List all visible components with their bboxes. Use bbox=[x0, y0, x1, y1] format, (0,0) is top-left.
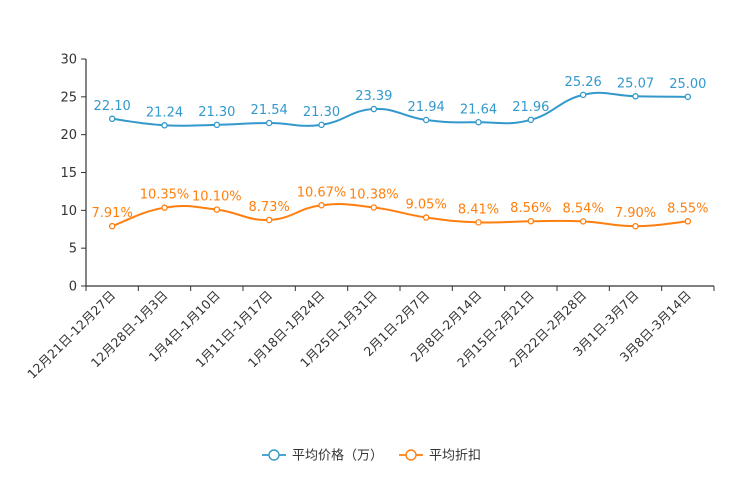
y-tick-label: 10 bbox=[60, 204, 77, 219]
legend[interactable]: 平均价格（万） 平均折扣 bbox=[262, 448, 481, 464]
data-point[interactable] bbox=[318, 202, 325, 209]
data-point[interactable] bbox=[265, 119, 273, 127]
legend-marker-icon bbox=[268, 449, 280, 461]
legend-item-2[interactable]: 平均折扣 bbox=[399, 449, 481, 464]
data-label: 8.73% bbox=[249, 200, 290, 215]
data-label: 10.38% bbox=[349, 187, 399, 202]
series-lines bbox=[111, 91, 688, 228]
data-label: 21.54 bbox=[251, 103, 288, 118]
data-label: 21.64 bbox=[460, 102, 497, 117]
x-tick-label: 12月21日-12月27日 bbox=[24, 288, 118, 382]
data-label: 8.41% bbox=[458, 202, 499, 217]
y-tick-label: 30 bbox=[60, 53, 77, 68]
data-label: 9.05% bbox=[406, 198, 447, 213]
data-point[interactable] bbox=[370, 105, 378, 113]
y-tick-label: 15 bbox=[60, 166, 77, 181]
data-label: 21.30 bbox=[303, 105, 340, 120]
series-points bbox=[108, 91, 692, 230]
data-label: 21.24 bbox=[146, 105, 183, 120]
data-label: 7.91% bbox=[92, 206, 133, 221]
data-point[interactable] bbox=[161, 122, 168, 129]
data-point[interactable] bbox=[422, 116, 430, 124]
data-point[interactable] bbox=[527, 217, 535, 225]
data-label: 10.35% bbox=[140, 188, 190, 203]
y-tick-label: 25 bbox=[60, 90, 77, 105]
series-line-2 bbox=[111, 203, 688, 228]
legend-label: 平均折扣 bbox=[429, 449, 481, 464]
legend-label: 平均价格（万） bbox=[292, 448, 383, 464]
data-point[interactable] bbox=[579, 91, 587, 99]
data-point[interactable] bbox=[213, 121, 221, 129]
series-line-1 bbox=[112, 91, 688, 127]
data-point[interactable] bbox=[527, 116, 535, 124]
data-label: 21.94 bbox=[408, 100, 445, 115]
y-tick-label: 20 bbox=[60, 128, 77, 143]
data-labels: 22.10 21.24 21.30 21.54 21.30 23.39 21.94 21.64… bbox=[92, 75, 709, 221]
data-point[interactable] bbox=[422, 214, 430, 221]
data-label: 21.30 bbox=[198, 105, 235, 120]
data-label: 25.00 bbox=[669, 77, 706, 92]
data-point[interactable] bbox=[108, 222, 116, 230]
data-point[interactable] bbox=[632, 222, 639, 230]
data-point[interactable] bbox=[632, 93, 639, 100]
data-point[interactable] bbox=[108, 115, 116, 123]
data-label: 23.39 bbox=[355, 89, 392, 104]
data-point[interactable] bbox=[475, 219, 482, 226]
data-label: 10.67% bbox=[297, 185, 347, 200]
data-point[interactable] bbox=[475, 119, 482, 126]
data-label: 8.55% bbox=[667, 201, 708, 216]
data-label: 7.90% bbox=[615, 206, 656, 221]
y-tick-label: 5 bbox=[69, 242, 77, 257]
data-point[interactable] bbox=[684, 218, 692, 225]
data-point[interactable] bbox=[370, 204, 378, 211]
data-point[interactable] bbox=[213, 206, 221, 213]
data-label: 10.10% bbox=[192, 190, 242, 205]
data-point[interactable] bbox=[579, 218, 587, 225]
data-point[interactable] bbox=[265, 216, 273, 224]
data-label: 8.54% bbox=[563, 201, 604, 216]
legend-marker-icon bbox=[405, 449, 417, 461]
data-label: 22.10 bbox=[94, 99, 131, 114]
data-label: 25.26 bbox=[565, 75, 602, 90]
data-point[interactable] bbox=[684, 93, 692, 101]
y-tick-label: 0 bbox=[69, 280, 77, 295]
data-point[interactable] bbox=[318, 121, 325, 129]
data-label: 25.07 bbox=[617, 76, 654, 91]
data-label: 21.96 bbox=[512, 100, 549, 115]
data-label: 8.56% bbox=[510, 201, 551, 216]
data-point[interactable] bbox=[161, 204, 168, 211]
legend-item-1[interactable]: 平均价格（万） bbox=[262, 448, 383, 464]
